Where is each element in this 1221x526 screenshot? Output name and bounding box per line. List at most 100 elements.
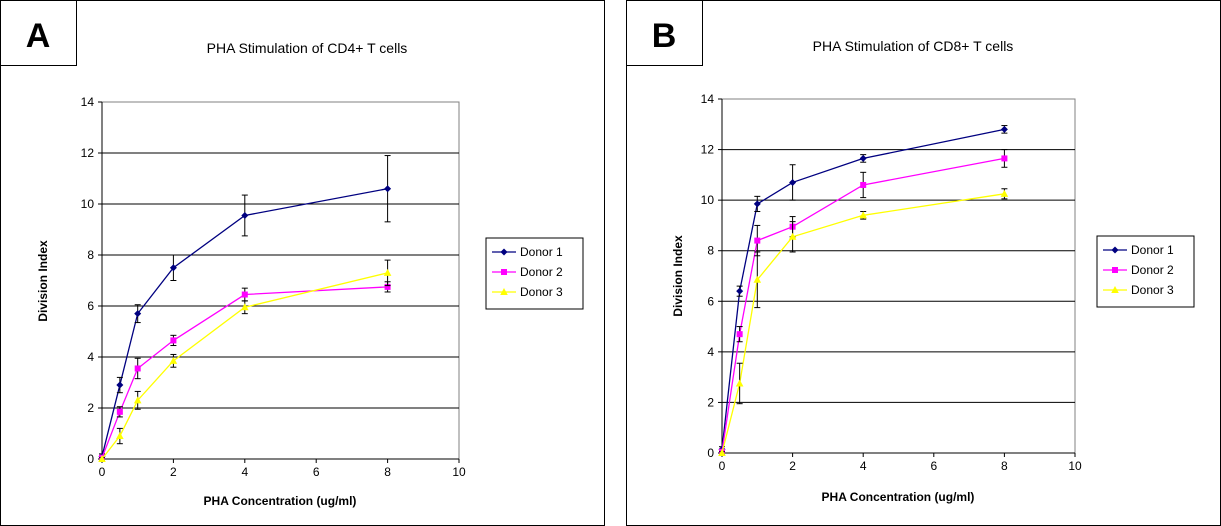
plot-area (101, 101, 460, 460)
data-point (736, 331, 743, 338)
data-point (116, 432, 124, 440)
panel-letter-box (0, 0, 77, 66)
series-line (101, 272, 388, 460)
x-tick-label: 6 (313, 465, 320, 479)
legend-label: Donor 3 (1131, 283, 1174, 297)
panel-letter: B (652, 17, 677, 55)
series-line (721, 193, 1005, 454)
legend-marker (1112, 267, 1118, 273)
y-tick-label: 0 (707, 446, 714, 460)
x-tick-label: 10 (1068, 459, 1082, 473)
y-tick-label: 0 (87, 452, 94, 466)
series-3 (718, 188, 1009, 456)
data-point (169, 356, 178, 364)
y-tick-label: 2 (87, 401, 94, 415)
legend-label: Donor 3 (520, 285, 563, 299)
legend-item: Donor 3 (492, 285, 563, 299)
data-point (718, 449, 726, 456)
data-point (788, 232, 797, 240)
chart-panel-b: B PHA Stimulation of CD8+ T cells 0 2 4 6 8 1… (626, 0, 1221, 526)
data-point (1000, 189, 1009, 197)
x-tick-label: 2 (789, 459, 796, 473)
x-tick-label: 10 (452, 465, 466, 479)
legend-marker (500, 248, 508, 256)
chart-panel-a: A PHA Stimulation of CD4+ T cells 0 2 4 6 8 1… (0, 0, 605, 526)
axis-ticks: 0 2 4 6 8 10 12 14 0 2 4 6 8 10 (81, 95, 466, 479)
data-point (116, 381, 124, 389)
axis-ticks: 0 2 4 6 8 10 12 14 0 2 4 6 8 10 (701, 92, 1082, 473)
data-point (383, 268, 392, 276)
data-point (241, 291, 248, 298)
series-line (101, 286, 388, 458)
legend-item: Donor 2 (1103, 263, 1174, 277)
data-point (98, 455, 106, 462)
y-tick-label: 12 (81, 146, 95, 160)
legend-label: Donor 1 (520, 245, 563, 259)
x-tick-label: 8 (1001, 459, 1008, 473)
data-point (789, 178, 797, 186)
y-tick-label: 12 (701, 143, 715, 157)
y-tick-label: 2 (707, 395, 714, 409)
y-tick-label: 4 (87, 350, 94, 364)
plot-area (721, 98, 1076, 454)
data-point (859, 154, 867, 162)
y-tick-label: 10 (81, 197, 95, 211)
legend-marker (500, 288, 508, 295)
grid-lines (722, 149, 1075, 403)
grid-lines (102, 152, 459, 409)
y-axis-label: Division Index (671, 235, 685, 317)
y-tick-label: 4 (707, 345, 714, 359)
chart-b-svg: B PHA Stimulation of CD8+ T cells 0 2 4 6 8 1… (626, 0, 1221, 526)
series-line (721, 128, 1005, 450)
y-tick-label: 8 (707, 244, 714, 258)
data-point (384, 283, 391, 290)
chart-title: PHA Stimulation of CD4+ T cells (207, 40, 408, 56)
data-point (384, 185, 392, 193)
data-point (1001, 155, 1008, 162)
legend-item: Donor 1 (492, 245, 563, 259)
data-point (735, 379, 744, 387)
x-tick-label: 4 (241, 465, 248, 479)
legend: Donor 1 Donor 2 Donor 3 (485, 237, 584, 310)
legend-label: Donor 2 (1131, 263, 1174, 277)
data-point (736, 287, 744, 295)
legend-item: Donor 2 (492, 265, 563, 279)
x-axis-label: PHA Concentration (ug/ml) (204, 494, 357, 508)
data-point (753, 200, 761, 208)
x-tick-label: 0 (99, 465, 106, 479)
data-point (134, 310, 142, 318)
x-tick-label: 4 (860, 459, 867, 473)
panel-letter-box (626, 0, 703, 66)
data-point (116, 408, 123, 415)
chart-title: PHA Stimulation of CD8+ T cells (813, 38, 1014, 54)
chart-a-svg: A PHA Stimulation of CD4+ T cells 0 2 4 6 8 1… (0, 0, 605, 526)
legend-label: Donor 1 (1131, 243, 1174, 257)
series-line (101, 188, 388, 457)
data-point (860, 181, 867, 188)
data-point (133, 396, 142, 404)
data-point (134, 365, 141, 372)
legend-item: Donor 1 (1103, 243, 1174, 257)
x-tick-label: 0 (719, 459, 726, 473)
series-layer (718, 125, 1009, 456)
data-point (859, 211, 867, 219)
data-point (754, 237, 761, 244)
x-axis-label: PHA Concentration (ug/ml) (822, 490, 975, 504)
x-tick-label: 2 (170, 465, 177, 479)
legend-label: Donor 2 (520, 265, 563, 279)
series-layer (98, 155, 392, 462)
panel-letter: A (26, 17, 51, 55)
data-point (1000, 125, 1008, 133)
x-tick-label: 6 (930, 459, 937, 473)
data-point (753, 275, 762, 283)
data-point (241, 211, 249, 219)
legend: Donor 1 Donor 2 Donor 3 (1096, 235, 1195, 308)
legend-marker (501, 269, 507, 275)
series-2 (719, 149, 1008, 455)
data-point (169, 264, 177, 272)
legend-item: Donor 3 (1103, 283, 1174, 297)
y-tick-label: 6 (707, 294, 714, 308)
legend-marker (1111, 286, 1119, 293)
series-3 (98, 259, 392, 462)
data-point (170, 337, 177, 344)
